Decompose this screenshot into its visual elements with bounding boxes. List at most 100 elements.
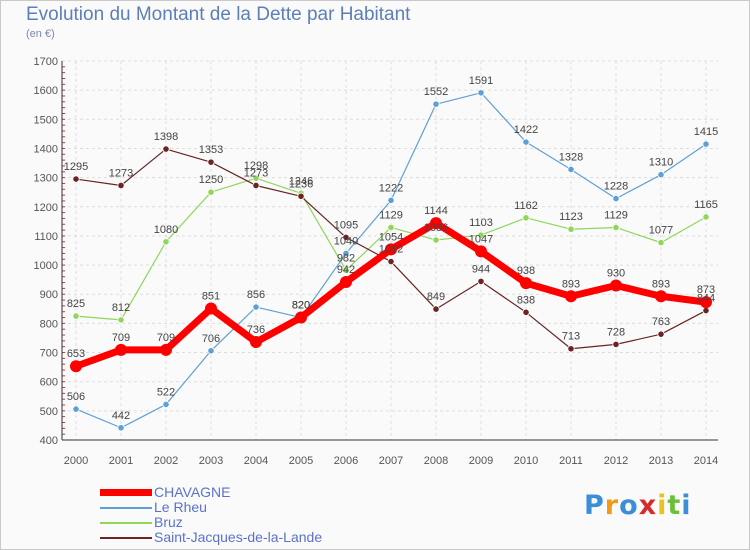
y-tick-label: 1600 — [34, 85, 58, 97]
y-tick-label: 400 — [40, 435, 58, 447]
y-tick-label: 1000 — [34, 260, 58, 272]
data-point — [342, 233, 350, 241]
data-point — [477, 231, 485, 239]
data-label: 851 — [202, 291, 220, 303]
data-point — [702, 140, 710, 148]
y-tick-label: 500 — [40, 406, 58, 418]
data-point — [160, 343, 172, 356]
data-label: 522 — [157, 386, 175, 398]
data-label: 1298 — [244, 160, 268, 172]
data-point — [657, 171, 665, 179]
x-tick-label: 2012 — [604, 455, 628, 467]
data-point — [655, 290, 667, 303]
data-point — [387, 196, 395, 204]
data-point — [340, 275, 352, 288]
data-label: 825 — [67, 298, 85, 310]
data-point — [342, 249, 350, 258]
data-label: 930 — [607, 267, 625, 279]
data-label: 709 — [112, 332, 130, 344]
data-point — [162, 400, 170, 409]
data-point — [432, 236, 440, 244]
data-label: 1086 — [424, 222, 448, 234]
data-point — [117, 424, 125, 432]
y-tick-label: 900 — [40, 289, 58, 301]
data-point — [522, 138, 530, 146]
data-point — [475, 245, 487, 258]
x-tick-label: 2010 — [514, 455, 538, 467]
x-tick-label: 2002 — [154, 455, 178, 467]
data-label: 1095 — [334, 219, 358, 231]
data-point — [205, 302, 217, 315]
data-point — [72, 312, 80, 320]
data-label: 709 — [157, 332, 175, 344]
data-label: 1123 — [559, 211, 583, 223]
y-tick-label: 1100 — [34, 231, 58, 243]
data-point — [162, 238, 170, 246]
data-label: 1328 — [559, 151, 583, 163]
data-label: 1129 — [379, 209, 403, 221]
data-label: 838 — [517, 294, 535, 306]
data-point — [117, 316, 125, 324]
logo-letter: o — [619, 490, 639, 521]
chart-title: Evolution du Montant de la Dette par Hab… — [26, 4, 411, 25]
data-point — [297, 192, 305, 200]
x-tick-label: 2003 — [199, 455, 223, 467]
data-label: 1415 — [694, 126, 718, 138]
data-point — [567, 165, 575, 174]
data-label: 1162 — [514, 200, 538, 212]
logo-letter: x — [638, 490, 658, 521]
data-point — [657, 239, 665, 247]
data-label: 1080 — [154, 224, 178, 236]
legend-label: Bruz — [154, 514, 183, 530]
y-tick-label: 1300 — [34, 173, 58, 185]
logo-letter: P — [584, 490, 605, 521]
legend-swatch — [100, 507, 152, 509]
data-point — [295, 311, 307, 324]
y-tick-label: 1400 — [34, 143, 58, 155]
data-label: 1103 — [469, 217, 493, 229]
data-point — [117, 181, 125, 190]
data-point — [387, 223, 395, 232]
legend-swatch — [100, 489, 152, 496]
data-label: 763 — [652, 316, 670, 328]
legend-label: Saint-Jacques-de-la-Lande — [154, 529, 323, 545]
data-label: 728 — [607, 326, 625, 338]
y-tick-label: 1700 — [34, 56, 58, 68]
data-point — [567, 345, 575, 353]
data-label: 820 — [292, 300, 310, 312]
data-point — [430, 217, 442, 230]
y-tick-label: 800 — [40, 318, 58, 330]
data-label: 1040 — [334, 235, 358, 247]
logo-letter: r — [604, 490, 620, 521]
data-point — [207, 158, 215, 166]
x-tick-label: 2006 — [334, 455, 358, 467]
data-label: 1273 — [109, 167, 133, 179]
data-point — [657, 330, 665, 338]
data-point — [610, 279, 622, 292]
data-label: 1353 — [199, 144, 223, 156]
data-point — [612, 195, 620, 203]
data-label: 1552 — [424, 86, 448, 98]
x-tick-label: 2007 — [379, 455, 403, 467]
data-label: 1310 — [649, 157, 673, 169]
data-point — [72, 405, 80, 413]
x-tick-label: 2013 — [649, 455, 673, 467]
data-point — [477, 89, 485, 97]
logo-letter: i — [681, 490, 692, 521]
data-label: 938 — [517, 265, 535, 277]
data-label: 736 — [247, 324, 265, 336]
data-label: 820 — [292, 300, 310, 312]
data-label: 844 — [697, 293, 715, 305]
x-tick-label: 2000 — [64, 455, 88, 467]
legend-label: CHAVAGNE — [154, 484, 231, 500]
data-label: 1165 — [694, 199, 718, 211]
data-label: 856 — [247, 289, 265, 301]
legend-swatch — [100, 522, 152, 524]
y-tick-label: 1200 — [34, 202, 58, 214]
x-tick-label: 2005 — [289, 455, 313, 467]
x-tick-label: 2014 — [694, 455, 718, 467]
chart-subtitle: (en €) — [26, 28, 55, 40]
data-label: 849 — [427, 291, 445, 303]
proxiti-logo: Proxiti — [584, 490, 692, 521]
data-point — [522, 214, 530, 222]
